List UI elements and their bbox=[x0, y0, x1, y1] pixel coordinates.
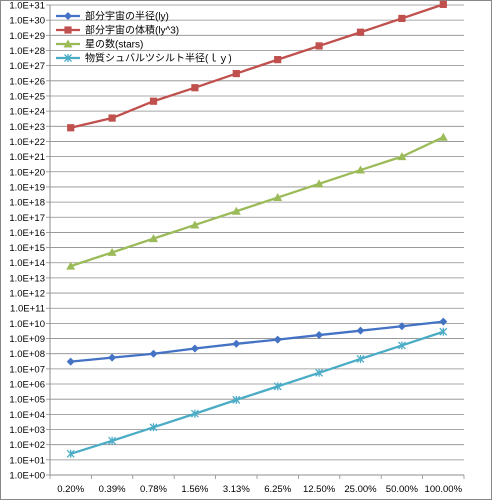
series-line bbox=[70, 136, 444, 268]
data-point bbox=[232, 339, 241, 348]
legend-entry: 部分宇宙の半径(ly) bbox=[85, 10, 169, 23]
y-tick-label: 1.0E+31 bbox=[9, 1, 45, 12]
series-line bbox=[70, 3, 444, 129]
data-point bbox=[66, 261, 76, 270]
y-tick-label: 1.0E+16 bbox=[9, 228, 45, 239]
y-tick-label: 1.0E+12 bbox=[9, 289, 45, 300]
data-point bbox=[315, 368, 324, 377]
y-tick-label: 1.0E+15 bbox=[9, 243, 45, 254]
data-point bbox=[190, 409, 199, 418]
data-point bbox=[232, 395, 241, 404]
y-tick-label: 1.0E+10 bbox=[9, 319, 45, 330]
y-tick-label: 1.0E+04 bbox=[9, 410, 45, 421]
data-point bbox=[356, 28, 365, 36]
data-point bbox=[397, 322, 406, 331]
data-point bbox=[107, 247, 117, 256]
data-point bbox=[398, 14, 406, 23]
y-tick-label: 1.0E+22 bbox=[9, 137, 45, 148]
data-point bbox=[66, 357, 75, 366]
plot-area bbox=[50, 5, 464, 475]
y-tick-label: 1.0E+20 bbox=[9, 167, 45, 178]
y-tick-label: 1.0E+28 bbox=[9, 46, 45, 57]
y-tick-label: 1.0E+30 bbox=[9, 16, 45, 27]
y-tick-label: 1.0E+05 bbox=[9, 395, 45, 406]
x-tick-label: 6.25% bbox=[264, 484, 291, 495]
legend-entry: 部分宇宙の体積(ly^3) bbox=[85, 24, 179, 37]
data-point bbox=[149, 349, 158, 358]
data-point bbox=[149, 423, 158, 432]
data-point bbox=[439, 0, 447, 8]
data-point bbox=[356, 354, 365, 363]
x-tick-label: 0.78% bbox=[140, 484, 167, 495]
y-tick-label: 1.0E+29 bbox=[9, 31, 45, 42]
data-point bbox=[273, 193, 283, 202]
x-tick-label: 100.00% bbox=[425, 484, 463, 495]
data-point bbox=[439, 317, 448, 326]
data-point bbox=[149, 97, 158, 105]
data-point bbox=[108, 353, 117, 362]
y-tick-label: 1.0E+13 bbox=[9, 273, 45, 284]
x-tick-label: 25.00% bbox=[344, 484, 377, 495]
y-tick-label: 1.0E+14 bbox=[9, 258, 45, 269]
y-tick-label: 1.0E+03 bbox=[9, 425, 45, 436]
data-point bbox=[191, 84, 199, 92]
data-point bbox=[108, 114, 116, 122]
y-tick-label: 1.0E+25 bbox=[9, 91, 45, 102]
y-tick-label: 1.0E+09 bbox=[9, 334, 45, 345]
data-point bbox=[397, 152, 407, 161]
y-tick-label: 1.0E+08 bbox=[9, 349, 45, 360]
data-point bbox=[314, 179, 324, 188]
legend-marker bbox=[63, 39, 73, 48]
x-tick-label: 3.13% bbox=[223, 484, 250, 495]
y-tick-label: 1.0E+06 bbox=[9, 380, 45, 391]
legend-marker bbox=[64, 54, 72, 62]
y-tick-label: 1.0E+01 bbox=[9, 455, 45, 466]
series-line bbox=[70, 320, 444, 363]
legend-marker bbox=[64, 26, 72, 34]
y-tick-label: 1.0E+24 bbox=[9, 107, 45, 118]
x-tick-label: 0.39% bbox=[99, 484, 126, 495]
data-point bbox=[66, 449, 75, 458]
y-tick-label: 1.0E+19 bbox=[9, 182, 45, 193]
data-point bbox=[232, 69, 240, 78]
y-tick-label: 1.0E+26 bbox=[9, 76, 45, 87]
data-point bbox=[356, 165, 365, 174]
data-point bbox=[231, 206, 241, 215]
data-point bbox=[356, 326, 365, 335]
data-point bbox=[273, 382, 282, 391]
x-tick-label: 50.00% bbox=[386, 484, 419, 495]
legend-entry: 星の数(stars) bbox=[85, 38, 143, 51]
y-tick-label: 1.0E+17 bbox=[9, 213, 45, 224]
y-tick-label: 1.0E+21 bbox=[9, 152, 45, 163]
legend-marker bbox=[64, 12, 72, 20]
data-point bbox=[315, 331, 324, 340]
y-tick-label: 1.0E+00 bbox=[9, 471, 45, 482]
data-point bbox=[190, 344, 199, 353]
data-point bbox=[67, 124, 75, 132]
y-tick-label: 1.0E+07 bbox=[9, 364, 45, 375]
y-tick-label: 1.0E+18 bbox=[9, 198, 45, 209]
data-point bbox=[438, 132, 448, 141]
data-point bbox=[397, 341, 406, 350]
x-tick-label: 12.50% bbox=[303, 484, 336, 495]
x-tick-label: 0.20% bbox=[57, 484, 84, 495]
x-tick-label: 1.56% bbox=[181, 484, 208, 495]
y-tick-label: 1.0E+27 bbox=[9, 61, 45, 72]
data-point bbox=[149, 234, 158, 243]
data-point bbox=[273, 335, 282, 344]
legend-entry: 物質シュバルツシルト半径(ｌｙ) bbox=[85, 52, 232, 65]
data-point bbox=[190, 220, 200, 229]
data-point bbox=[274, 56, 282, 64]
y-tick-label: 1.0E+11 bbox=[10, 304, 45, 315]
y-tick-label: 1.0E+02 bbox=[9, 440, 45, 451]
data-point bbox=[315, 42, 323, 50]
data-point bbox=[108, 436, 117, 445]
y-tick-label: 1.0E+23 bbox=[9, 122, 45, 133]
series-line bbox=[70, 330, 444, 455]
data-point bbox=[439, 327, 448, 336]
